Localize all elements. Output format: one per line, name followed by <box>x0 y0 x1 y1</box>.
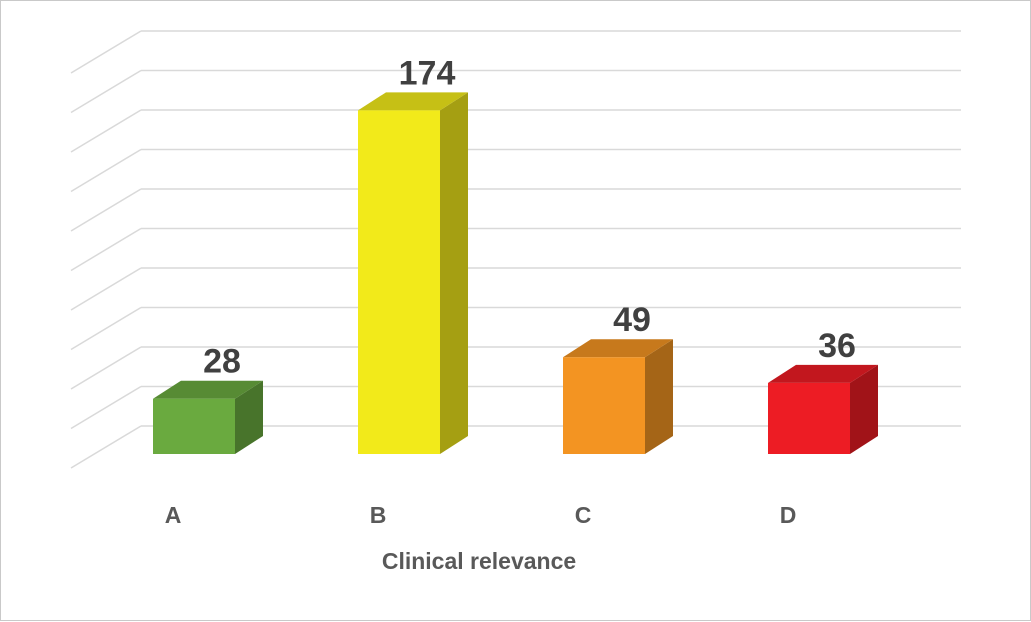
gridline-side <box>70 425 142 469</box>
bar-b <box>358 92 468 454</box>
x-tick-b: B <box>370 502 387 528</box>
data-label-a: 28 <box>203 343 241 381</box>
data-label-d: 36 <box>818 327 856 365</box>
bar-side <box>850 364 878 454</box>
gridline-side <box>70 69 142 114</box>
gridline-side <box>70 346 142 390</box>
gridline-side <box>70 109 142 153</box>
bar-d <box>768 364 878 454</box>
x-tick-d: D <box>780 502 797 528</box>
x-tick-a: A <box>165 502 182 528</box>
bar-top <box>153 380 263 399</box>
bar-top <box>768 364 878 383</box>
bar-front <box>358 110 440 454</box>
gridline-side <box>70 30 142 74</box>
bar-top <box>358 92 468 111</box>
gridline-side <box>70 227 142 272</box>
gridline-side <box>70 306 142 351</box>
bar-side <box>440 92 468 454</box>
x-axis-title: Clinical relevance <box>382 548 576 574</box>
gridlines <box>70 30 961 469</box>
data-labels: 28 174 49 36 <box>203 54 856 380</box>
bar-top <box>563 339 673 358</box>
bar-c <box>563 339 673 454</box>
x-tick-labels: A B C D <box>165 502 797 528</box>
gridline-side <box>70 267 142 311</box>
bar-a <box>153 380 263 454</box>
bar-front <box>768 382 850 454</box>
bar-front <box>153 398 235 454</box>
bar-side <box>235 380 263 454</box>
data-label-b: 174 <box>399 54 456 92</box>
gridline-side <box>70 385 142 430</box>
gridline-side <box>70 188 142 232</box>
gridline-side <box>70 148 142 193</box>
bar-front <box>563 357 645 454</box>
bar-side <box>645 339 673 454</box>
bars <box>153 92 878 454</box>
x-tick-c: C <box>575 502 592 528</box>
data-label-c: 49 <box>613 301 651 339</box>
